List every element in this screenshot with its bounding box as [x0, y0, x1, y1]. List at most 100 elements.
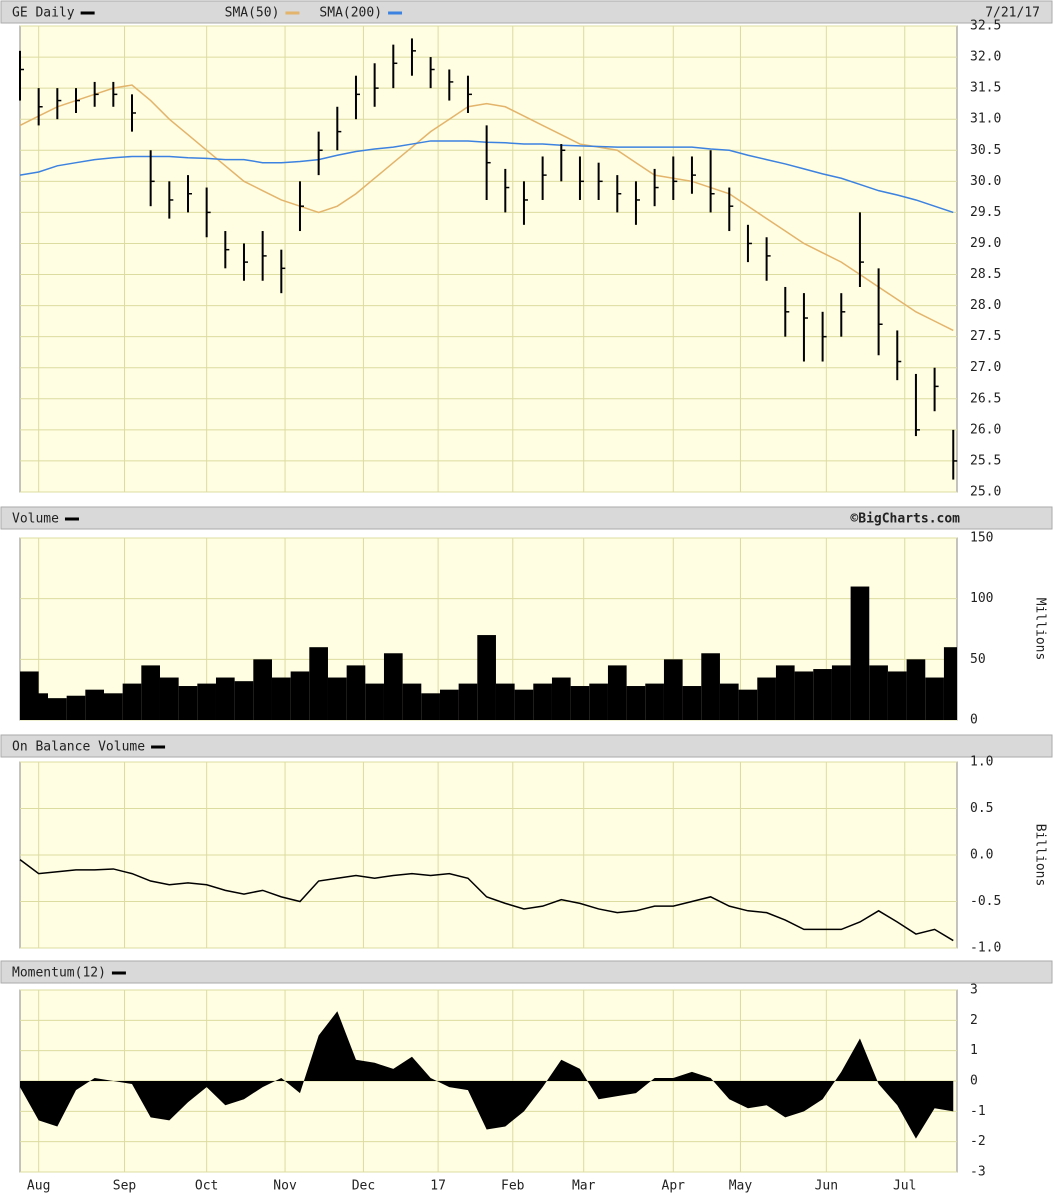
obv-line: [19, 859, 954, 942]
x-tick-label: Dec: [352, 1179, 375, 1194]
volume-bar: [626, 686, 646, 720]
x-tick-label: Apr: [662, 1179, 686, 1194]
volume-bar: [663, 659, 683, 720]
volume-bar: [570, 686, 590, 720]
y-tick-label: -2: [970, 1134, 986, 1149]
y-tick-label: 3: [970, 983, 978, 998]
x-tick-label: 17: [430, 1179, 446, 1194]
volume-bar: [141, 665, 160, 720]
volume-bar: [869, 665, 888, 720]
volume-bar: [607, 665, 627, 720]
plot-area: [19, 25, 958, 493]
y-tick-label: -3: [970, 1165, 986, 1180]
volume-bar: [645, 683, 664, 720]
volume-bar: [943, 647, 957, 720]
volume-bar: [103, 693, 123, 720]
y-tick-label: 0: [970, 1074, 978, 1089]
volume-bar: [589, 683, 608, 720]
y-tick-label: 31.0: [970, 112, 1001, 127]
x-tick-label: May: [729, 1179, 753, 1194]
volume-bar: [85, 689, 104, 720]
x-tick-label: Jun: [815, 1179, 838, 1194]
legend-label: On Balance Volume: [12, 740, 145, 755]
momentum-area: [20, 1011, 954, 1139]
volume-bar: [551, 677, 571, 720]
legend-label: Volume: [12, 512, 59, 527]
y-tick-label: -0.5: [970, 894, 1001, 909]
y-tick-label: 25.5: [970, 453, 1001, 468]
volume-bar: [757, 677, 776, 720]
volume-bar: [495, 683, 515, 720]
date-label: 7/21/17: [985, 6, 1040, 21]
volume-bar: [197, 683, 216, 720]
legend-label: GE Daily: [12, 6, 75, 21]
volume-bar: [906, 659, 926, 720]
y-tick-label: 28.0: [970, 298, 1001, 313]
y-tick-label: 2: [970, 1013, 978, 1028]
x-tick-label: Aug: [27, 1179, 50, 1194]
panel-header: [0, 506, 1053, 530]
y-tick-label: -1: [970, 1104, 986, 1119]
y-tick-label: 31.5: [970, 81, 1001, 96]
y-tick-label: 32.5: [970, 19, 1001, 34]
volume-bar: [813, 669, 832, 720]
panel-header: [0, 960, 1053, 984]
legend-label: SMA(50): [225, 6, 280, 21]
y-tick-label: 27.0: [970, 360, 1001, 375]
volume-bar: [383, 653, 403, 720]
volume-bar: [290, 671, 310, 720]
credit: ©BigCharts.com: [850, 512, 960, 527]
y-tick-label: 100: [970, 591, 993, 606]
volume-bar: [47, 698, 67, 720]
volume-bar: [159, 677, 179, 720]
volume-bar: [234, 681, 254, 720]
volume-bar: [533, 683, 552, 720]
volume-bar: [402, 683, 422, 720]
panel-header: [0, 0, 1053, 24]
volume-bar: [794, 671, 814, 720]
y-tick-label: 26.5: [970, 391, 1001, 406]
volume-bar: [122, 683, 142, 720]
volume-bar: [421, 693, 440, 720]
y-tick-label: 1.0: [970, 755, 993, 770]
volume-bar: [925, 677, 944, 720]
x-tick-label: Oct: [195, 1179, 218, 1194]
y-tick-label: 50: [970, 652, 986, 667]
volume-bar: [253, 659, 272, 720]
y-tick-label: 1: [970, 1043, 978, 1058]
y-tick-label: 0.0: [970, 848, 993, 863]
volume-bar: [738, 689, 758, 720]
y-tick-label: 27.5: [970, 329, 1001, 344]
volume-bar: [66, 695, 86, 720]
y-tick-label: 26.0: [970, 422, 1001, 437]
sma-line: [19, 84, 954, 332]
volume-bar: [346, 665, 366, 720]
y-tick-label: 0.5: [970, 801, 993, 816]
y-tick-label: 0: [970, 713, 978, 728]
volume-bar: [439, 689, 459, 720]
y-axis-label: Millions: [1033, 598, 1048, 661]
legend-label: Momentum(12): [12, 966, 106, 981]
x-tick-label: Nov: [273, 1179, 297, 1194]
volume-bar: [365, 683, 384, 720]
volume-bar: [271, 677, 291, 720]
volume-bar: [477, 635, 496, 720]
volume-bar: [701, 653, 720, 720]
y-tick-label: 30.5: [970, 143, 1001, 158]
x-tick-label: Sep: [113, 1179, 137, 1194]
x-tick-label: Jul: [893, 1179, 916, 1194]
y-tick-label: 30.0: [970, 174, 1001, 189]
y-tick-label: -1.0: [970, 941, 1001, 956]
y-axis-label: Billions: [1033, 824, 1048, 887]
y-tick-label: 29.0: [970, 236, 1001, 251]
volume-bar: [327, 677, 347, 720]
y-tick-label: 29.5: [970, 205, 1001, 220]
volume-bar: [831, 665, 851, 720]
x-tick-label: Mar: [572, 1179, 596, 1194]
legend-label: SMA(200): [319, 6, 382, 21]
volume-bar: [458, 683, 478, 720]
volume-bar: [887, 671, 907, 720]
volume-bar: [309, 647, 328, 720]
volume-bar: [719, 683, 739, 720]
